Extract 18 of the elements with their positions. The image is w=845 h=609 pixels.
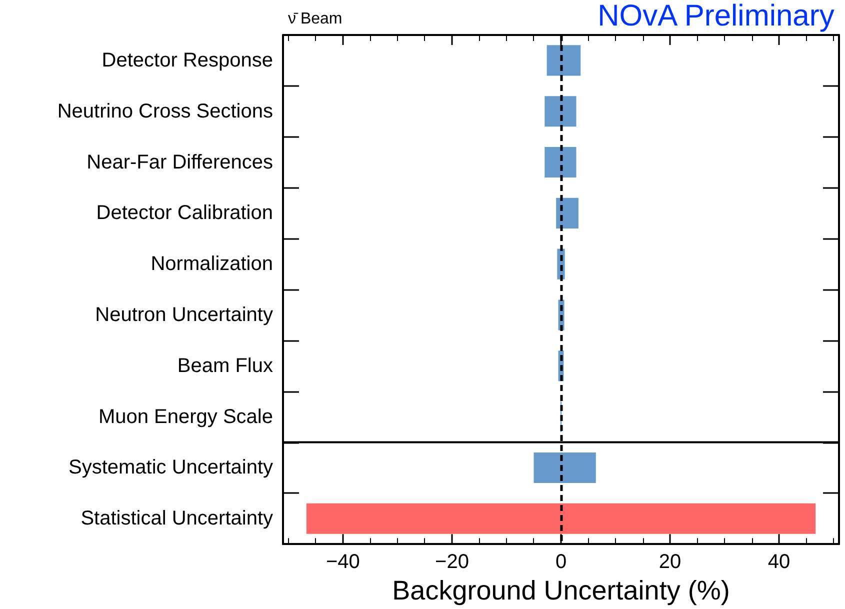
x-tick-label: 20 xyxy=(658,551,682,574)
y-tick-label: Systematic Uncertainty xyxy=(68,456,273,479)
y-tick-label: Neutron Uncertainty xyxy=(95,304,273,326)
chart-subtitle: ν̄ Beam xyxy=(288,10,342,28)
x-tick-label: −40 xyxy=(326,551,360,574)
y-tick-label: Near-Far Differences xyxy=(86,151,273,174)
y-tick-label: Beam Flux xyxy=(177,354,273,377)
x-tick-label: 0 xyxy=(555,551,567,574)
y-tick-label: Statistical Uncertainty xyxy=(80,508,273,530)
x-tick-label: −20 xyxy=(435,551,469,574)
y-tick-label: Muon Energy Scale xyxy=(98,406,273,428)
y-tick-label: Neutrino Cross Sections xyxy=(57,100,273,122)
x-axis-title: Background Uncertainty (%) xyxy=(392,576,730,606)
y-tick-label: Normalization xyxy=(150,253,273,276)
chart-title: NOvA Preliminary xyxy=(598,0,834,32)
y-tick-label: Detector Calibration xyxy=(96,202,273,224)
y-tick-label: Detector Response xyxy=(102,49,273,72)
x-tick-label: 40 xyxy=(768,551,790,574)
